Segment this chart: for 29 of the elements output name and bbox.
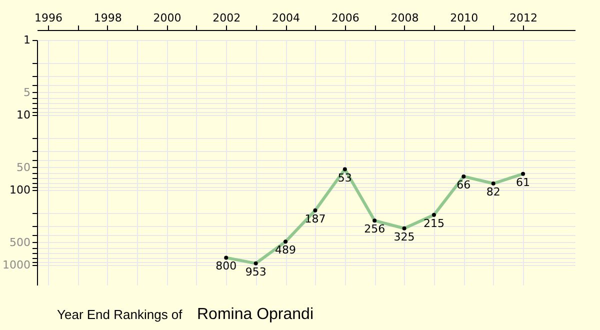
y-tick-label: 100: [10, 183, 30, 196]
x-tick-label: 1996: [34, 12, 62, 24]
data-label: 61: [516, 176, 530, 189]
x-tick-label: 1998: [94, 12, 122, 24]
text: Romina Oprandi: [197, 306, 314, 323]
x-tick-label: 2008: [390, 12, 419, 24]
x-tick-label: 2012: [510, 12, 538, 24]
data-label: 325: [394, 230, 415, 244]
y-tick-label: 1000: [2, 258, 30, 272]
x-tick-label: 2004: [272, 12, 300, 24]
data-label: 215: [423, 216, 444, 230]
data-label: 82: [486, 186, 500, 199]
y-tick-label: 50: [16, 160, 30, 174]
data-label: 800: [216, 260, 237, 273]
data-label: 489: [275, 244, 296, 257]
data-label: 187: [304, 212, 326, 226]
data-label: 53: [338, 171, 352, 184]
data-label: 953: [245, 265, 266, 278]
data-label: 256: [364, 222, 386, 236]
y-tick-label: 1: [24, 34, 30, 46]
x-tick-label: 2002: [212, 12, 241, 24]
data-label: 66: [456, 178, 471, 192]
x-tick-label: 2006: [331, 12, 360, 24]
y-tick-label: 500: [10, 236, 30, 249]
x-tick-label: 2000: [153, 12, 182, 24]
y-tick-label: 5: [24, 86, 30, 99]
text: Year End Rankings of: [57, 307, 183, 322]
x-tick-label: 2010: [450, 12, 478, 24]
y-tick-label: 10: [16, 108, 30, 122]
